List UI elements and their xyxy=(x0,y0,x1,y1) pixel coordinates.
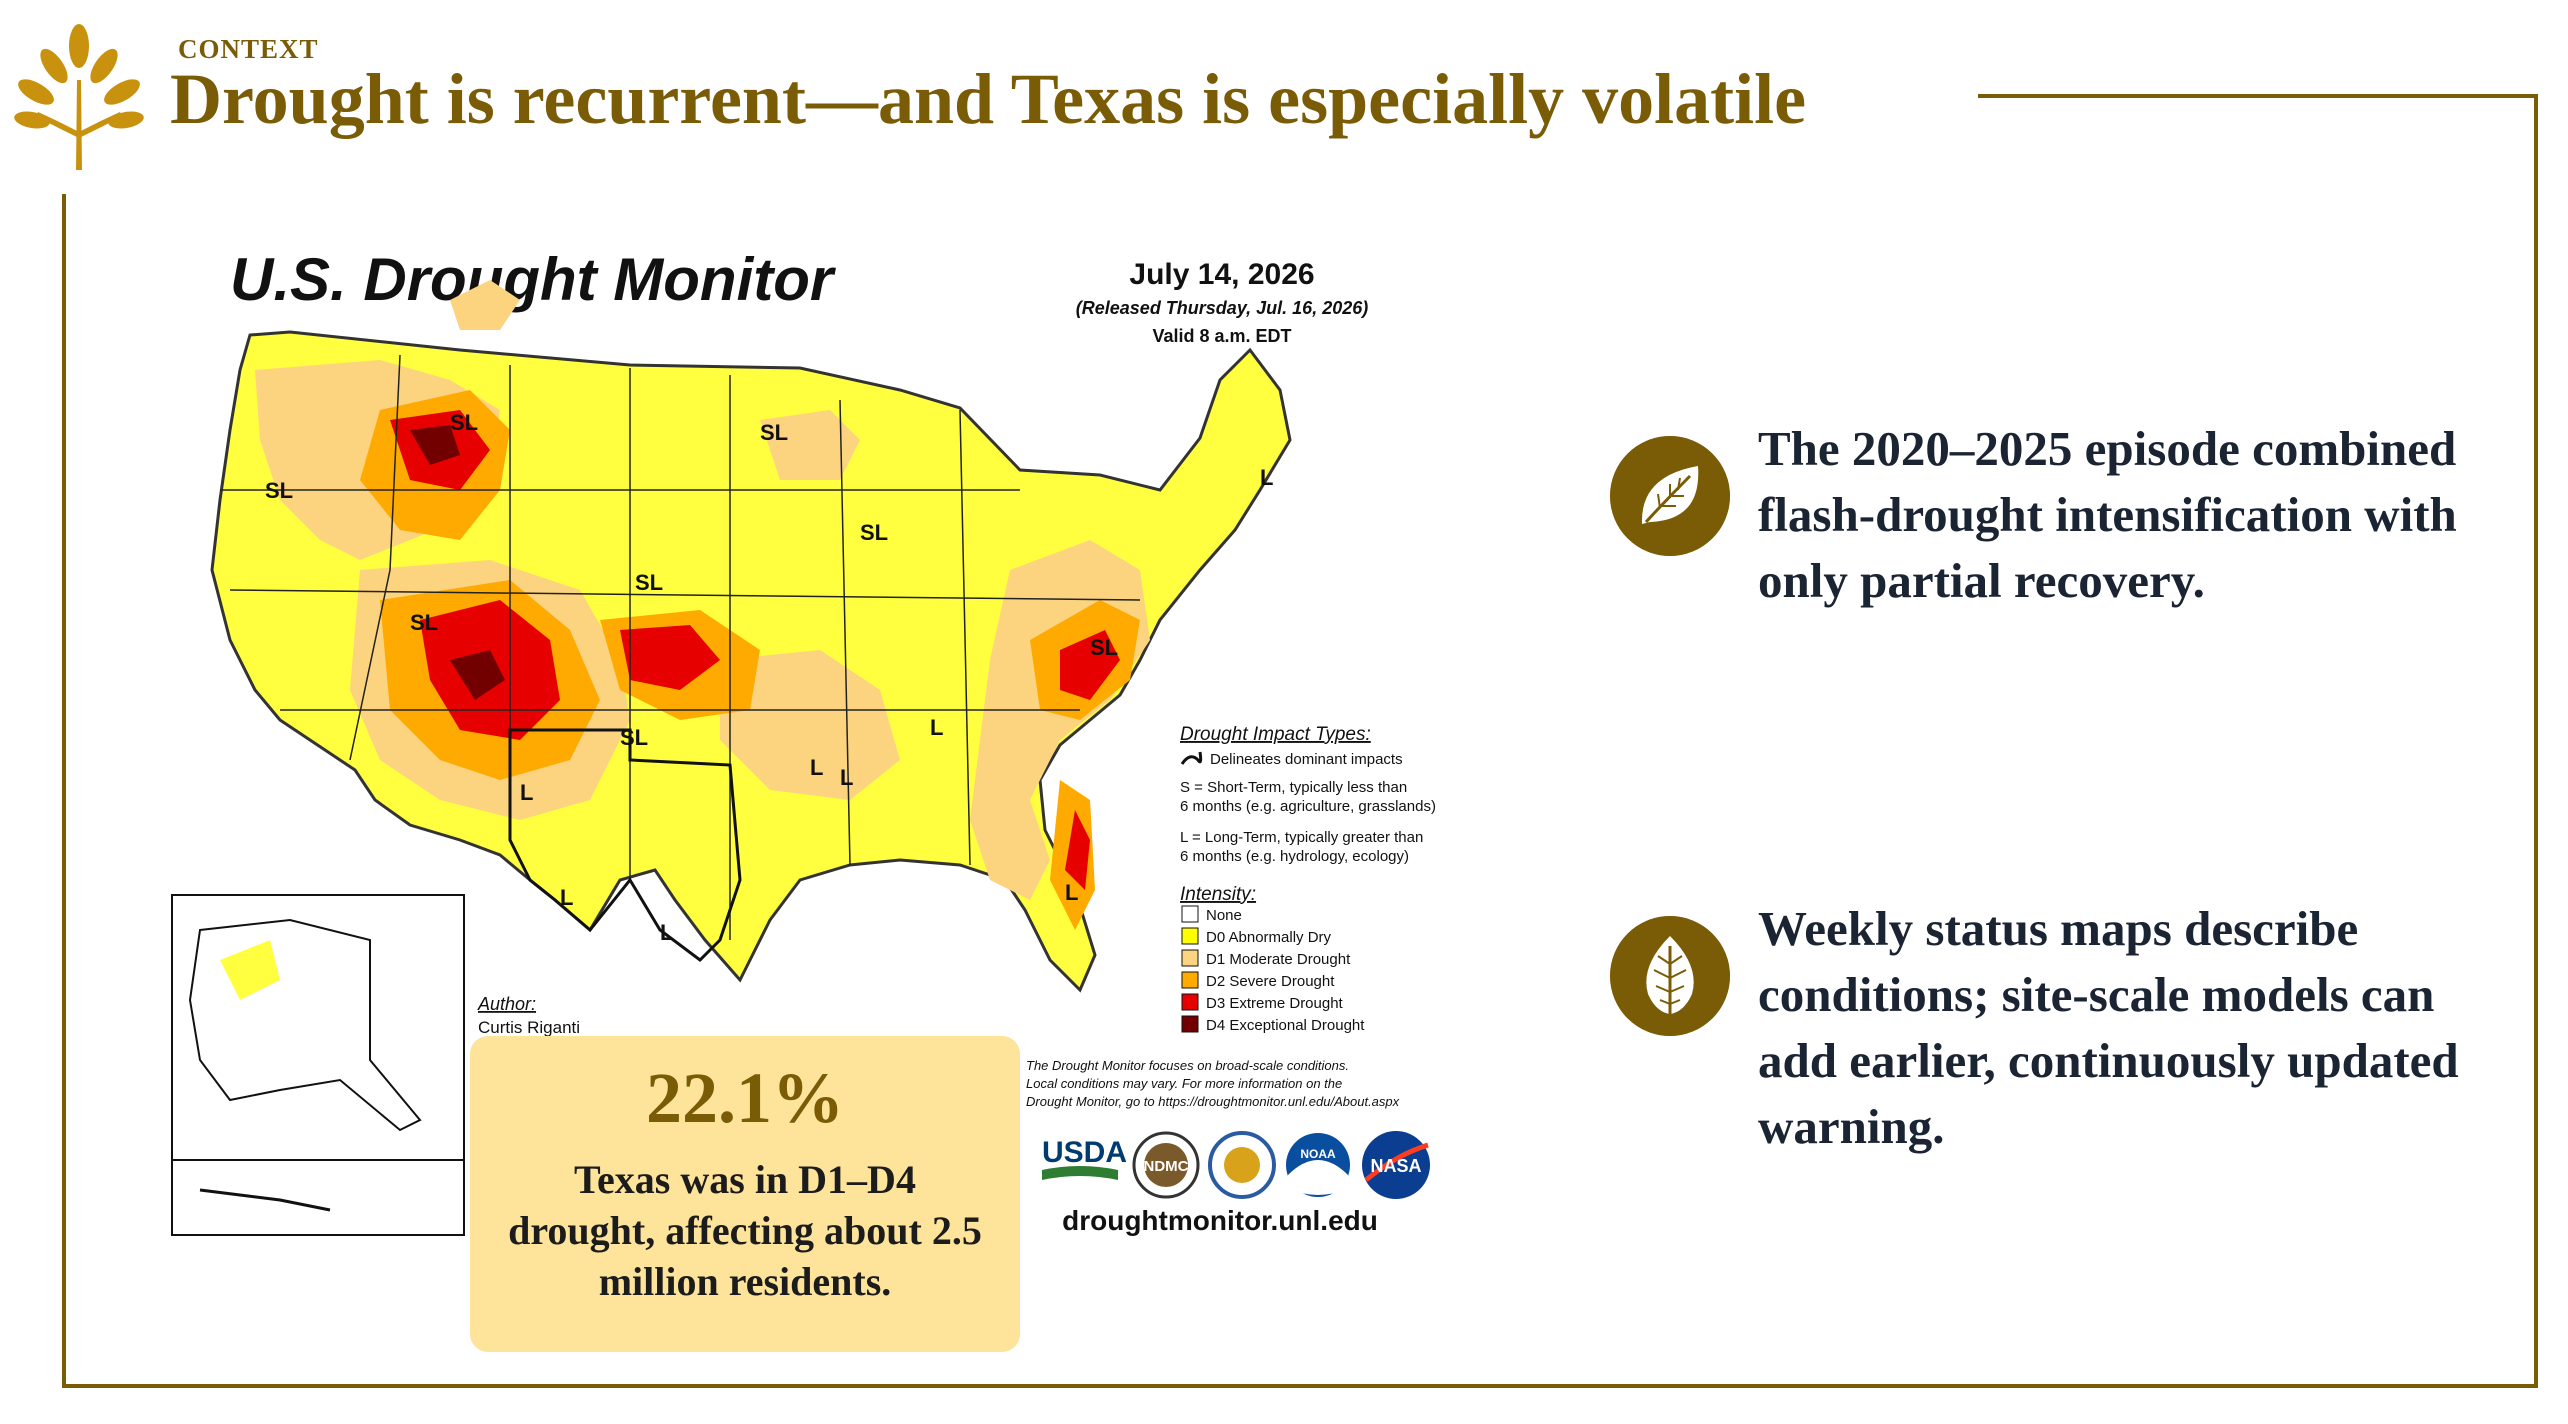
intensity-swatch xyxy=(1181,993,1199,1011)
author-heading: Author: xyxy=(477,994,536,1014)
disclaimer-line: The Drought Monitor focuses on broad-sca… xyxy=(1026,1058,1349,1073)
texas-drought-description: Texas was in D1–D4 drought, affecting ab… xyxy=(508,1157,982,1304)
texas-drought-percentage: 22.1% xyxy=(646,1058,844,1138)
frame-border-left xyxy=(62,194,66,1388)
region-label: L xyxy=(1065,880,1078,905)
intensity-label: D1 Moderate Drought xyxy=(1206,951,1351,968)
department-seal-icon xyxy=(1208,1131,1276,1199)
region-label: SL xyxy=(860,520,888,545)
website-link[interactable]: droughtmonitor.unl.edu xyxy=(1062,1205,1378,1236)
author-name: Curtis Riganti xyxy=(478,1018,580,1037)
region-label: SL xyxy=(635,570,663,595)
birch-leaf-icon xyxy=(1610,916,1730,1036)
impact-s-line1: S = Short-Term, typically less than xyxy=(1180,779,1407,796)
svg-text:USDA: USDA xyxy=(1042,1136,1127,1169)
intensity-label: D2 Severe Drought xyxy=(1206,973,1335,990)
alaska-inset xyxy=(171,894,465,1236)
region-label: SL xyxy=(265,478,293,503)
noaa-logo: NOAA xyxy=(1286,1133,1350,1197)
section-kicker: CONTEXT xyxy=(178,34,319,64)
drought-monitor-map: U.S. Drought Monitor July 14, 2026 (Rele… xyxy=(171,246,1436,1236)
golden-sprout-logo xyxy=(14,24,144,170)
page-title: Drought is recurrent—and Texas is especi… xyxy=(170,59,1807,139)
texas-stat-callout: 22.1% Texas was in D1–D4 drought, affect… xyxy=(470,1036,1020,1352)
intensity-swatch xyxy=(1181,905,1199,923)
region-label: SL xyxy=(620,725,648,750)
intensity-swatch xyxy=(1181,1015,1199,1033)
map-date: July 14, 2026 xyxy=(1129,258,1314,291)
intensity-heading: Intensity: xyxy=(1180,884,1256,905)
intensity-label: None xyxy=(1206,907,1242,924)
intensity-swatch xyxy=(1181,971,1199,989)
nasa-logo: NASA xyxy=(1362,1131,1430,1199)
impact-s-line2: 6 months (e.g. agriculture, grasslands) xyxy=(1180,798,1436,815)
impact-l-line1: L = Long-Term, typically greater than xyxy=(1180,829,1423,846)
svg-text:NOAA: NOAA xyxy=(1300,1147,1336,1161)
disclaimer-line: Drought Monitor, go to https://droughtmo… xyxy=(1026,1094,1400,1109)
intensity-label: D3 Extreme Drought xyxy=(1206,995,1344,1012)
frame-border-bottom xyxy=(62,1384,2538,1388)
bullet-text: Weekly status maps describe conditions; … xyxy=(1758,901,2459,1154)
usda-logo: USDA xyxy=(1042,1136,1127,1180)
impact-delineates: Delineates dominant impacts xyxy=(1210,751,1403,768)
svg-text:NASA: NASA xyxy=(1370,1156,1421,1176)
region-label: L xyxy=(660,920,673,945)
impact-l-line2: 6 months (e.g. hydrology, ecology) xyxy=(1180,848,1409,865)
region-label: L xyxy=(560,885,573,910)
region-label: SL xyxy=(760,420,788,445)
intensity-label: D4 Exceptional Drought xyxy=(1206,1017,1365,1034)
frame-border-right xyxy=(2534,94,2538,1388)
intensity-legend: Intensity: None D0 Abnormally Dry D1 Moder… xyxy=(1180,884,1365,1034)
map-valid: Valid 8 a.m. EDT xyxy=(1152,326,1291,346)
intensity-swatch xyxy=(1181,927,1199,945)
region-label: L xyxy=(930,715,943,740)
intensity-swatch xyxy=(1181,949,1199,967)
disclaimer-line: Local conditions may vary. For more info… xyxy=(1026,1076,1342,1091)
ndmc-logo: NDMC xyxy=(1132,1131,1200,1199)
region-label: L xyxy=(520,780,533,805)
region-label: L xyxy=(810,755,823,780)
frame-border-top xyxy=(1978,94,2538,98)
region-label: L xyxy=(1260,465,1273,490)
bullet-text: The 2020–2025 episode combined flash-dro… xyxy=(1758,421,2457,608)
impact-types-heading: Drought Impact Types: xyxy=(1180,724,1371,745)
region-label: SL xyxy=(410,610,438,635)
leaf-icon xyxy=(1610,436,1730,556)
svg-text:NDMC: NDMC xyxy=(1144,1158,1189,1175)
delineation-line-icon xyxy=(1180,751,1203,765)
intensity-label: D0 Abnormally Dry xyxy=(1206,929,1332,946)
region-label: SL xyxy=(1090,635,1118,660)
region-label: SL xyxy=(450,410,478,435)
region-label: L xyxy=(840,765,853,790)
map-released: (Released Thursday, Jul. 16, 2026) xyxy=(1076,298,1368,318)
map-title: U.S. Drought Monitor xyxy=(230,246,837,313)
conus-map xyxy=(210,280,1292,993)
